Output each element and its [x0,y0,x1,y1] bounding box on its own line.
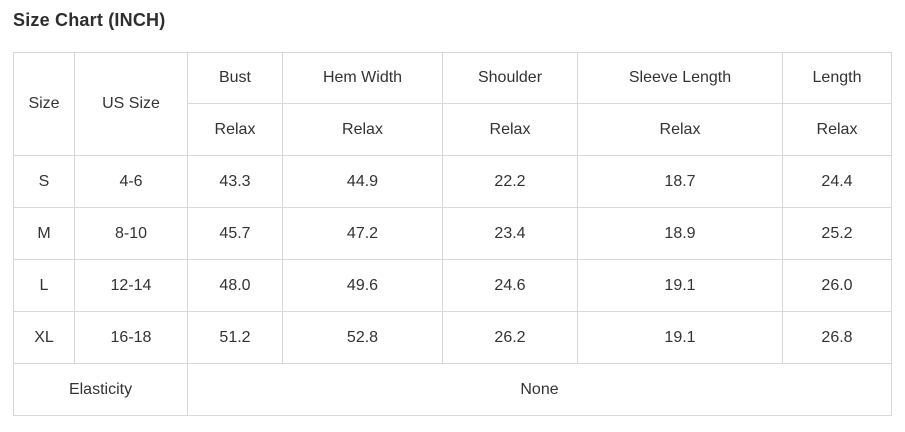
sleeve-length-value-cell: 19.1 [577,311,783,364]
table-row-xl: XL 16-18 51.2 52.8 26.2 19.1 26.8 [13,311,892,364]
sleeve-length-value-cell: 19.1 [577,259,783,312]
sleeve-length-value-cell: 18.7 [577,155,783,208]
sleeve-length-value-cell: 18.9 [577,207,783,260]
length-value-cell: 26.8 [782,311,892,364]
us-size-cell: 12-14 [74,259,188,312]
size-column-header: Size [13,52,75,156]
table-row-elasticity: Elasticity None [13,363,892,416]
size-cell: M [13,207,75,260]
length-fit-cell: Relax [782,103,892,156]
bust-value-cell: 48.0 [187,259,283,312]
table-row-l: L 12-14 48.0 49.6 24.6 19.1 26.0 [13,259,892,312]
size-cell: L [13,259,75,312]
shoulder-fit-cell: Relax [442,103,578,156]
size-chart-table: Size US Size Bust Hem Width Shoulder Sle… [13,52,892,416]
bust-column-header: Bust [187,52,283,104]
shoulder-value-cell: 24.6 [442,259,578,312]
length-value-cell: 26.0 [782,259,892,312]
us-size-cell: 4-6 [74,155,188,208]
bust-value-cell: 45.7 [187,207,283,260]
header-row-labels: Size US Size Bust Hem Width Shoulder Sle… [13,52,892,156]
hem-width-value-cell: 52.8 [282,311,443,364]
us-size-cell: 16-18 [74,311,188,364]
hem-width-value-cell: 49.6 [282,259,443,312]
shoulder-value-cell: 23.4 [442,207,578,260]
table-row-s: S 4-6 43.3 44.9 22.2 18.7 24.4 [13,155,892,208]
elasticity-value-cell: None [187,363,892,416]
sleeve-length-fit-cell: Relax [577,103,783,156]
shoulder-column-header: Shoulder [442,52,578,104]
us-size-cell: 8-10 [74,207,188,260]
hem-width-value-cell: 47.2 [282,207,443,260]
table-row-m: M 8-10 45.7 47.2 23.4 18.9 25.2 [13,207,892,260]
shoulder-value-cell: 22.2 [442,155,578,208]
sleeve-length-column-header: Sleeve Length [577,52,783,104]
hem-width-value-cell: 44.9 [282,155,443,208]
size-cell: XL [13,311,75,364]
length-value-cell: 24.4 [782,155,892,208]
length-value-cell: 25.2 [782,207,892,260]
bust-value-cell: 43.3 [187,155,283,208]
us-size-column-header: US Size [74,52,188,156]
header-row-fit: Relax Relax Relax Relax Relax [14,103,892,156]
hem-width-fit-cell: Relax [282,103,443,156]
bust-value-cell: 51.2 [187,311,283,364]
length-column-header: Length [782,52,892,104]
size-cell: S [13,155,75,208]
shoulder-value-cell: 26.2 [442,311,578,364]
page-title: Size Chart (INCH) [13,10,166,30]
hem-width-column-header: Hem Width [282,52,443,104]
bust-fit-cell: Relax [187,103,283,156]
elasticity-label-cell: Elasticity [13,363,188,416]
